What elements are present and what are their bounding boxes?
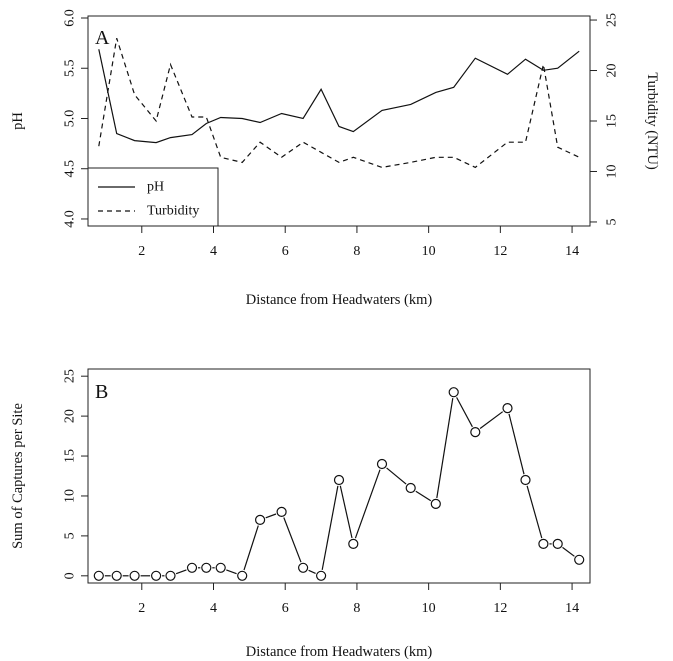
- series-segment: [308, 569, 316, 574]
- series-segment: [354, 469, 381, 539]
- y-tick-label: 5.0: [63, 110, 78, 128]
- series-segment: [479, 411, 504, 429]
- data-point: [376, 458, 388, 470]
- series-segment: [415, 490, 432, 502]
- legend-label-turbidity: Turbidity: [147, 204, 199, 219]
- x-tick-label: 10: [422, 244, 436, 259]
- x-tick-label: 8: [353, 244, 360, 259]
- series-segment: [265, 513, 277, 519]
- data-point: [237, 570, 248, 581]
- series-segment: [456, 397, 473, 428]
- y-tick-label: 4.5: [63, 160, 78, 178]
- series-segment: [339, 485, 353, 539]
- y-tick-label: 4.0: [63, 210, 78, 228]
- data-point: [165, 570, 176, 581]
- data-point: [111, 570, 122, 581]
- x-axis-title: Distance from Headwaters (km): [246, 292, 433, 308]
- x-tick-label: 14: [565, 601, 579, 616]
- series-segment: [526, 485, 543, 539]
- series-segment: [243, 525, 259, 571]
- x-tick-label: 4: [210, 244, 217, 259]
- x-tick-label: 4: [210, 601, 217, 616]
- data-point: [93, 570, 104, 581]
- data-point: [129, 570, 140, 581]
- x-tick-label: 6: [282, 601, 289, 616]
- panel-label-b: B: [95, 381, 108, 403]
- y-axis-title: pH: [10, 112, 26, 130]
- data-point: [430, 498, 441, 509]
- series-segment: [283, 517, 302, 563]
- x-tick-label: 2: [138, 601, 145, 616]
- y-right-tick-label: 20: [605, 64, 620, 78]
- x-tick-label: 6: [282, 244, 289, 259]
- y-tick-label: 5: [63, 532, 78, 539]
- data-point: [333, 474, 345, 486]
- data-point: [201, 562, 212, 573]
- data-point: [151, 570, 162, 581]
- data-point: [255, 514, 266, 526]
- plot-frame: [87, 368, 591, 584]
- data-point: [448, 387, 459, 398]
- y-tick-label: 6.0: [63, 9, 78, 27]
- y-tick-label: 5.5: [63, 59, 78, 77]
- series-segment: [321, 485, 339, 571]
- y-right-tick-label: 25: [605, 13, 620, 27]
- data-point: [348, 538, 359, 550]
- panel-label-a: A: [95, 27, 110, 49]
- legend: pH Turbidity: [87, 167, 219, 227]
- data-point: [298, 562, 309, 573]
- x-tick-label: 14: [565, 244, 579, 259]
- series-line-ph: [98, 49, 580, 144]
- x-tick-label: 12: [493, 601, 507, 616]
- series-segment: [436, 398, 454, 499]
- data-point: [520, 474, 531, 486]
- y-tick-label: 10: [63, 489, 78, 503]
- y-tick-label: 20: [63, 409, 78, 423]
- y-right-tick-label: 5: [605, 218, 620, 225]
- series-segment: [562, 546, 575, 557]
- series-line-turbidity: [98, 38, 580, 169]
- y-right-tick-label: 15: [605, 114, 620, 128]
- series-segment: [386, 467, 407, 485]
- data-point: [405, 482, 416, 494]
- series-segment: [175, 569, 187, 575]
- data-point: [186, 562, 198, 573]
- data-point: [574, 554, 585, 565]
- series-segment: [508, 413, 525, 475]
- y-tick-label: 15: [63, 449, 78, 463]
- x-tick-label: 10: [422, 601, 436, 616]
- data-point: [215, 562, 226, 573]
- x-axis-title: Distance from Headwaters (km): [246, 644, 433, 660]
- data-point: [470, 427, 481, 438]
- data-point: [316, 570, 327, 581]
- x-tick-label: 2: [138, 244, 145, 259]
- y-tick-label: 25: [63, 369, 78, 383]
- panel-b-chart: 2 4 6 8 10 12 14 Distance from Headwaters (km) 0…: [10, 368, 591, 660]
- y-tick-label: 0: [63, 572, 78, 579]
- legend-label-ph: pH: [147, 180, 164, 195]
- series-segment: [226, 569, 237, 575]
- data-point: [502, 403, 513, 414]
- y-right-axis-title: Turbidity (NTU): [644, 72, 660, 170]
- data-point: [552, 538, 563, 550]
- data-point: [276, 506, 287, 517]
- panel-a-chart: 2 4 6 8 10 12 14 Distance from Headwaters (km) 4…: [10, 9, 660, 308]
- y-axis-title: Sum of Captures per Site: [10, 403, 26, 549]
- legend-box: [87, 167, 219, 227]
- y-right-tick-label: 10: [605, 164, 620, 178]
- data-point: [538, 538, 549, 550]
- x-tick-label: 8: [353, 601, 360, 616]
- x-tick-label: 12: [493, 244, 507, 259]
